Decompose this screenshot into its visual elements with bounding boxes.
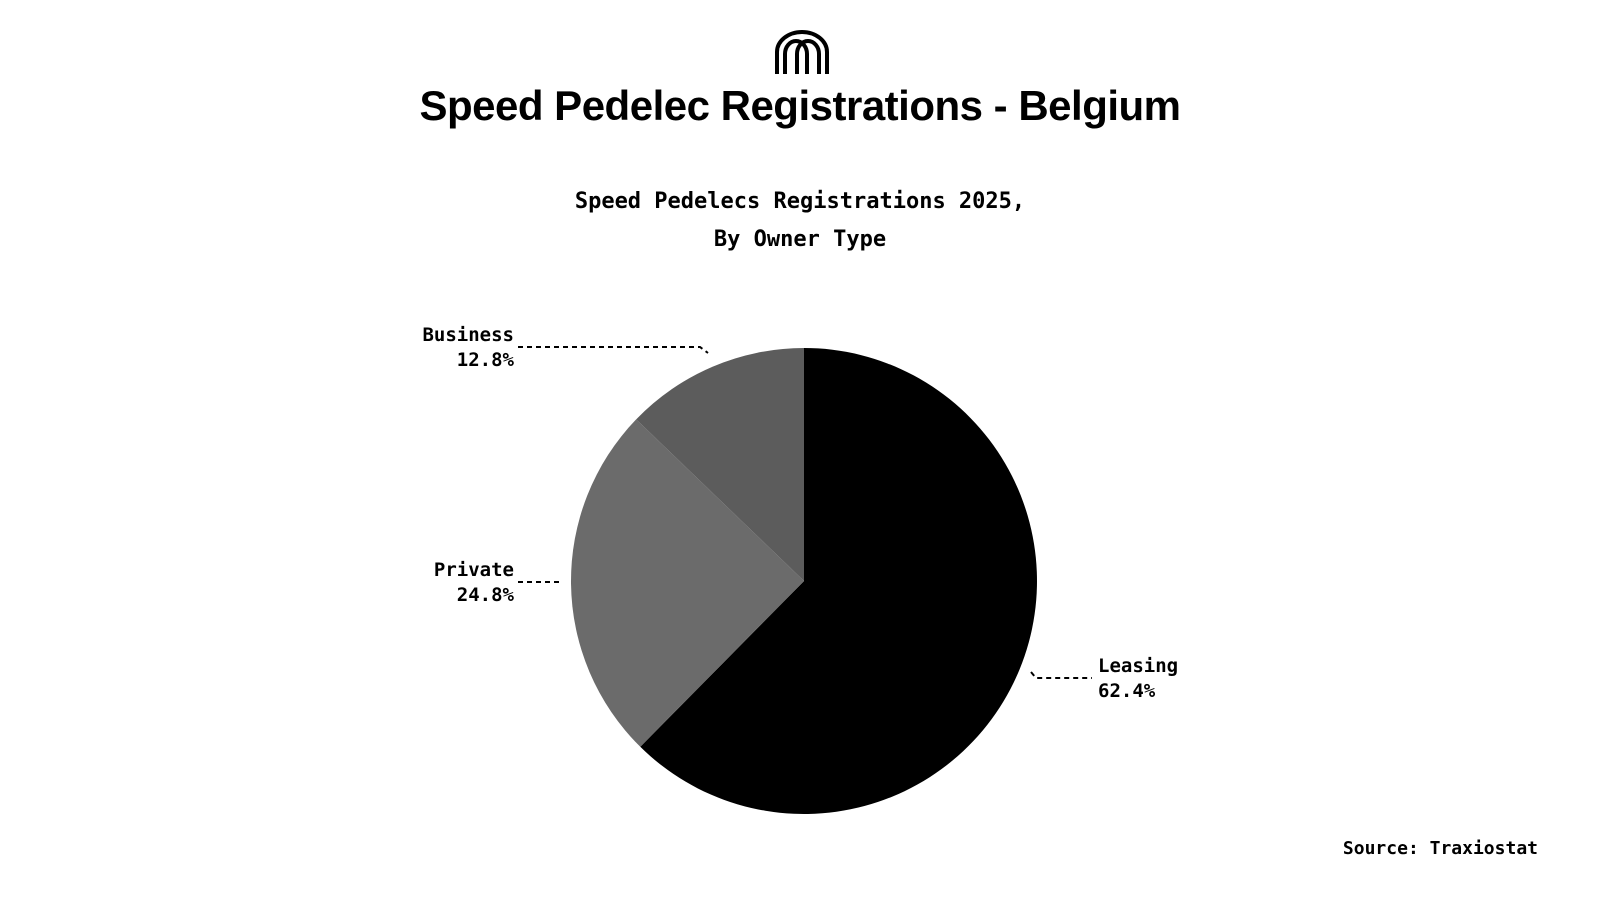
slice-value-leasing: 62.4% — [1098, 680, 1156, 702]
source-note: Source: Traxiostat — [1342, 838, 1538, 859]
pie-slices — [570, 348, 1037, 814]
pie-slice-leasing — [640, 348, 1037, 814]
arches-logo-icon — [775, 30, 829, 74]
leader-line-business — [518, 346, 709, 354]
slice-label-private: Private — [434, 559, 514, 581]
slice-value-private: 24.8% — [457, 584, 515, 606]
page-title: Speed Pedelec Registrations - Belgium — [419, 82, 1181, 129]
pie-slice-private — [570, 419, 804, 747]
chart-title: Speed Pedelecs Registrations 2025, By Ow… — [0, 183, 1600, 259]
pie-slice-business — [636, 348, 804, 581]
chart-title-line-2: By Owner Type — [713, 227, 887, 252]
slice-label-business: Business — [422, 324, 514, 346]
chart-title-line-1: Speed Pedelecs Registrations 2025, — [574, 189, 1026, 214]
pie-labels: Leasing 62.4% Private 24.8% Business 12.8% — [422, 324, 1178, 702]
slice-label-leasing: Leasing — [1098, 655, 1178, 677]
slice-value-business: 12.8% — [457, 349, 515, 371]
leader-line-leasing — [1030, 671, 1092, 679]
